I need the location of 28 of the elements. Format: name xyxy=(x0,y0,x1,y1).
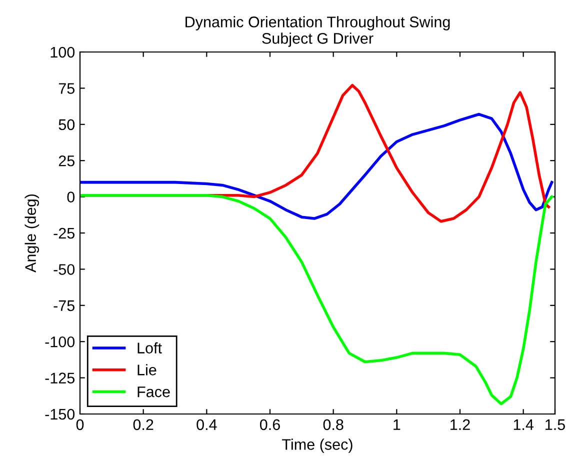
y-tick-label: -50 xyxy=(54,264,75,275)
x-tick-label: 1.2 xyxy=(450,419,470,430)
x-tick-label: 0.2 xyxy=(133,419,154,430)
y-tick-label: 75 xyxy=(58,83,74,94)
y-tick-label: 50 xyxy=(58,119,75,130)
legend-label: Face xyxy=(138,386,170,398)
legend-label: Loft xyxy=(138,342,162,354)
y-tick-label: -125 xyxy=(45,372,74,384)
line-series xyxy=(80,194,554,406)
x-axis-title: Time (sec) xyxy=(282,438,352,453)
chart-title: Dynamic Orientation Throughout Swing Subject G Driver xyxy=(186,16,450,47)
y-tick-label: 25 xyxy=(58,155,74,166)
x-tick-label: 0.6 xyxy=(260,419,280,430)
y-tick-label: 100 xyxy=(50,46,75,58)
x-tick-label: 1.4 xyxy=(514,419,534,430)
y-axis-title: Angle (deg) xyxy=(24,194,40,272)
y-tick-label: -75 xyxy=(54,300,74,312)
x-tick-label: 0.4 xyxy=(196,419,217,430)
y-tick-label: 0 xyxy=(67,192,75,202)
y-tick-label: -25 xyxy=(54,228,74,239)
x-tick-label: 0 xyxy=(76,419,84,430)
legend-label: Lie xyxy=(138,364,156,376)
y-tick-label: -100 xyxy=(45,336,75,348)
x-tick-label: 1.5 xyxy=(546,419,565,430)
line-series xyxy=(80,112,554,220)
x-tick-label: 0.8 xyxy=(323,419,344,430)
y-tick-label: -150 xyxy=(45,408,75,420)
x-tick-label: 1 xyxy=(394,419,400,430)
